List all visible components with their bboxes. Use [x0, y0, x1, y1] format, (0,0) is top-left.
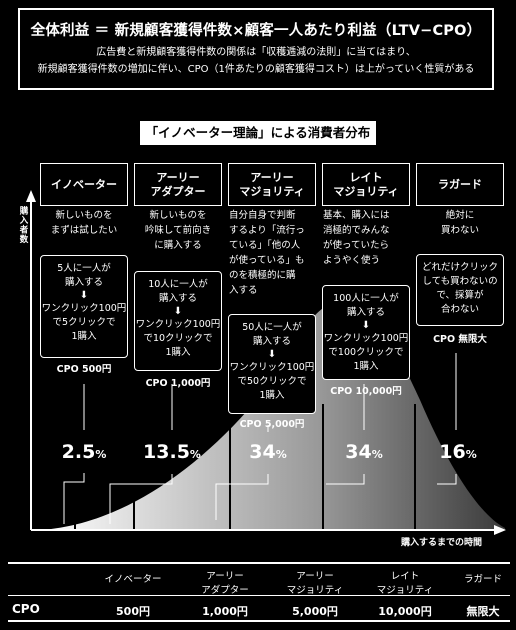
segment-laggards-percent: 16%: [439, 441, 477, 463]
segment-early-majority-calc-box: 50人に一人が 購入する ⬇ ワンクリック100円 で50クリックで 1購入: [228, 314, 316, 414]
segment-early-adopters-desc: 新しいものを 吟味して前向き に購入する: [144, 210, 212, 251]
formula-description-line-2: 新規顧客獲得件数の増加に伴い、CPO（1件あたりの顧客獲得コスト）は上がっていく…: [37, 64, 475, 75]
segment-late-majority-desc: 基本、購入には 消極的でみんな が使っていたら ようやく使う: [323, 210, 390, 266]
segment-laggards-desc: 絶対に 買わない: [440, 210, 479, 236]
table-cell: 無限大: [466, 605, 500, 618]
table-bottom-rule: [8, 620, 510, 622]
y-axis-arrow: [26, 190, 36, 202]
click-calc: ワンクリック100円 で5クリックで 1購入: [41, 303, 127, 342]
x-axis-label: 購入するまでの時間: [401, 538, 483, 548]
click-calc: ワンクリック100円 で10クリックで 1購入: [135, 319, 221, 358]
segment-innovators-desc: 新しいものを まずは試したい: [50, 210, 118, 236]
segment-early-majority-desc: 自分自身で判断 するより「流行っ ている」「他の人 が使っている」も のを積極的…: [229, 210, 305, 296]
formula-header: 全体利益 ＝ 新規顧客獲得件数×顧客一人あたり利益（LTV−CPO） 広告費と新…: [18, 8, 494, 90]
segment-laggards-title: ラガード: [416, 163, 504, 206]
arrow-down-icon: ⬇: [79, 290, 89, 301]
formula-title: 全体利益 ＝ 新規顧客獲得件数×顧客一人あたり利益（LTV−CPO）: [30, 23, 482, 39]
table-header-early-majority: アーリー マジョリティ: [286, 571, 344, 596]
click-calc: ワンクリック100円 で50クリックで 1購入: [229, 362, 315, 401]
table-top-rule: [8, 562, 510, 564]
table-cell: 5,000円: [292, 605, 338, 618]
segment-late-majority-percent: 34%: [345, 441, 383, 463]
table-header-innovators: イノベーター: [104, 574, 162, 585]
table-cell: 500円: [116, 605, 150, 618]
leader-lines: [63, 353, 457, 524]
table-header-late-majority: レイト マジョリティ: [376, 571, 434, 596]
segment-innovators-title: イノベーター: [40, 163, 128, 206]
arrow-down-icon: ⬇: [361, 320, 371, 331]
segment-late-majority-calc-box: 100人に一人が 購入する ⬇ ワンクリック100円 で100クリックで 1購入: [322, 285, 410, 380]
segment-early-majority-title: アーリー マジョリティ: [228, 163, 316, 206]
y-axis-label: 購入者数: [18, 206, 28, 244]
table-cell: 1,000円: [202, 605, 248, 618]
segment-late-majority-cpo: CPO 10,000円: [330, 386, 402, 397]
arrow-down-icon: ⬇: [267, 349, 277, 360]
cpo-summary-table: イノベーター アーリー アダプター アーリー マジョリティ レイト マジョリティ…: [8, 562, 510, 624]
segment-early-adopters-cpo: CPO 1,000円: [145, 378, 211, 389]
formula-description-line-1: 広告費と新規顧客獲得件数の関係は「収穫逓減の法則」に当てはまり、: [96, 47, 416, 58]
click-calc: ワンクリック100円 で100クリックで 1購入: [323, 333, 409, 372]
purchase-rate: 50人に一人が 購入する: [242, 322, 302, 347]
chart-title: 「イノベーター理論」による消費者分布: [140, 121, 376, 145]
table-row-label: CPO: [12, 602, 40, 616]
table-middle-rule: [8, 595, 510, 596]
click-calc: どれだけクリック しても買わないの で、採算が 合わない: [421, 262, 498, 315]
segment-late-majority-title: レイト マジョリティ: [322, 163, 410, 206]
segment-early-adopters-calc-box: 10人に一人が 購入する ⬇ ワンクリック100円 で10クリックで 1購入: [134, 271, 222, 371]
table-header-early-adopters: アーリー アダプター: [201, 571, 249, 596]
segment-laggards-cpo: CPO 無限大: [433, 334, 487, 345]
segment-laggards-calc-box: どれだけクリック しても買わないの で、採算が 合わない: [416, 254, 504, 326]
arrow-down-icon: ⬇: [173, 306, 183, 317]
purchase-rate: 100人に一人が 購入する: [333, 293, 399, 318]
segment-innovators-percent: 2.5%: [61, 441, 107, 463]
segment-innovators-cpo: CPO 500円: [56, 364, 112, 375]
x-axis-arrow: [494, 525, 506, 535]
segment-early-adopters-title: アーリー アダプター: [134, 163, 222, 206]
table-header-laggards: ラガード: [463, 574, 502, 585]
formula-description: 広告費と新規顧客獲得件数の関係は「収穫逓減の法則」に当てはまり、 新規顧客獲得件…: [20, 44, 492, 78]
segment-early-adopters-percent: 13.5%: [143, 441, 201, 463]
purchase-rate: 10人に一人が 購入する: [148, 279, 208, 304]
segment-innovators-calc-box: 5人に一人が 購入する ⬇ ワンクリック100円 で5クリックで 1購入: [40, 255, 128, 358]
segment-early-majority-cpo: CPO 5,000円: [239, 419, 305, 430]
segment-early-majority-percent: 34%: [249, 441, 287, 463]
table-cell: 10,000円: [378, 605, 432, 618]
purchase-rate: 5人に一人が 購入する: [57, 263, 111, 288]
